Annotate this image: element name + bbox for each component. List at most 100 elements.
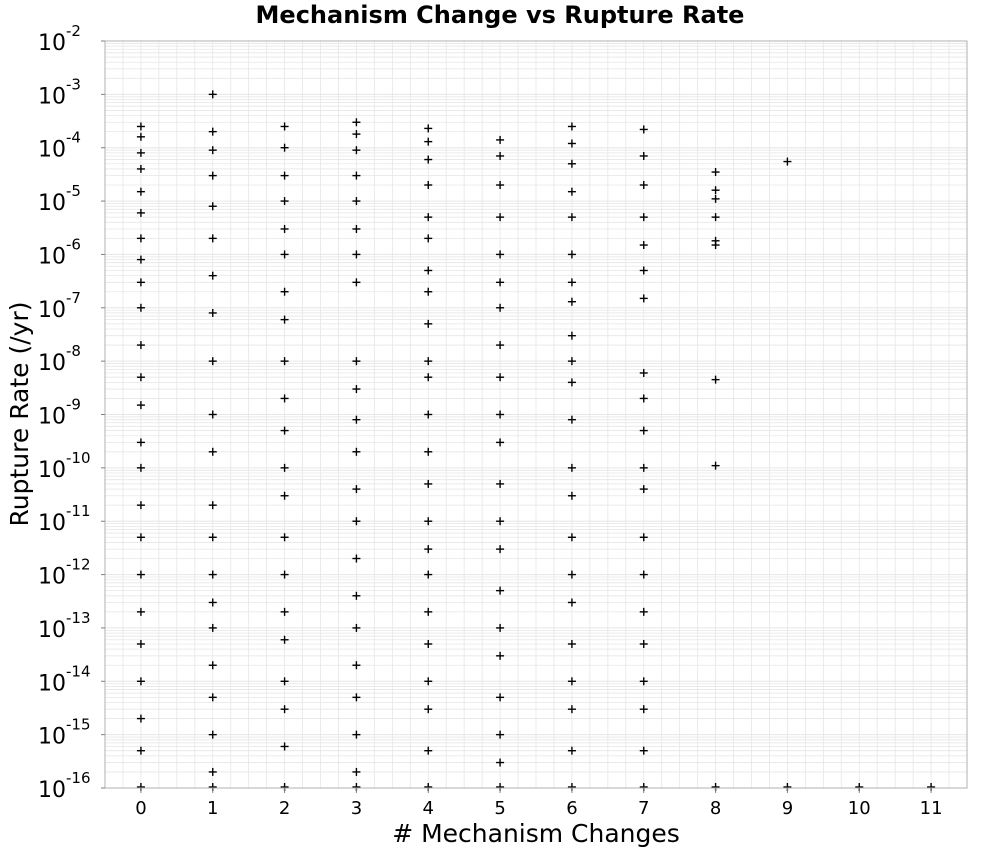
scatter-points xyxy=(136,90,936,791)
data-point xyxy=(136,746,145,755)
data-point xyxy=(352,415,361,424)
data-point xyxy=(567,250,576,259)
data-point xyxy=(136,132,145,141)
data-point xyxy=(639,485,648,494)
data-point xyxy=(424,181,433,190)
data-point xyxy=(639,607,648,616)
data-point xyxy=(208,357,217,366)
data-point xyxy=(711,461,720,470)
data-point xyxy=(352,591,361,600)
data-point xyxy=(424,357,433,366)
y-axis-ticks: 10-16 10-15 10-14 10-13 10-12 10-11 10-10 10-9 1… xyxy=(38,22,105,803)
data-point xyxy=(208,693,217,702)
data-point xyxy=(639,705,648,714)
data-point xyxy=(136,463,145,472)
data-point xyxy=(567,378,576,387)
x-tick-label: 2 xyxy=(279,798,290,819)
data-point xyxy=(567,705,576,714)
data-point xyxy=(136,341,145,350)
data-point xyxy=(208,501,217,510)
data-point xyxy=(136,255,145,264)
x-tick-label: 0 xyxy=(135,798,146,819)
data-point xyxy=(567,639,576,648)
data-point xyxy=(496,517,505,526)
data-point xyxy=(352,197,361,206)
data-point xyxy=(280,357,289,366)
x-tick-label: 8 xyxy=(710,798,721,819)
y-tick-label: 10-14 xyxy=(38,662,91,696)
data-point xyxy=(496,758,505,767)
data-point xyxy=(496,278,505,287)
data-point xyxy=(208,146,217,155)
x-tick-label: 7 xyxy=(638,798,649,819)
data-point xyxy=(280,122,289,131)
data-point xyxy=(280,705,289,714)
data-point xyxy=(424,155,433,164)
data-point xyxy=(567,187,576,196)
data-point xyxy=(136,278,145,287)
data-point xyxy=(711,375,720,384)
data-point xyxy=(496,151,505,160)
data-point xyxy=(352,730,361,739)
data-point xyxy=(567,570,576,579)
data-point xyxy=(280,570,289,579)
data-point xyxy=(496,438,505,447)
data-point xyxy=(424,319,433,328)
x-axis-ticks: 0 1 2 3 4 5 6 7 8 9 10 11 xyxy=(135,788,943,819)
data-point xyxy=(496,651,505,660)
x-tick-label: 4 xyxy=(423,798,434,819)
data-point xyxy=(711,186,720,195)
data-point xyxy=(352,278,361,287)
data-point xyxy=(639,570,648,579)
data-point xyxy=(639,125,648,134)
data-point xyxy=(208,308,217,317)
data-point xyxy=(136,373,145,382)
y-axis-title: Rupture Rate (/yr) xyxy=(5,302,34,527)
data-point xyxy=(280,224,289,233)
data-point xyxy=(639,639,648,648)
y-tick-label: 10-11 xyxy=(38,502,91,536)
data-point xyxy=(567,331,576,340)
data-point xyxy=(424,639,433,648)
data-point xyxy=(567,297,576,306)
data-point xyxy=(208,730,217,739)
data-point xyxy=(280,533,289,542)
data-point xyxy=(208,90,217,99)
data-point xyxy=(424,234,433,243)
data-point xyxy=(352,693,361,702)
data-point xyxy=(639,677,648,686)
data-point xyxy=(496,341,505,350)
data-point xyxy=(496,693,505,702)
data-point xyxy=(352,118,361,127)
x-tick-label: 10 xyxy=(848,798,871,819)
data-point xyxy=(280,742,289,751)
data-point xyxy=(208,410,217,419)
data-point xyxy=(424,479,433,488)
data-point xyxy=(208,533,217,542)
data-point xyxy=(208,623,217,632)
chart-title: Mechanism Change vs Rupture Rate xyxy=(255,1,745,29)
data-point xyxy=(496,135,505,144)
y-tick-label: 10-16 xyxy=(38,769,91,803)
data-point xyxy=(280,315,289,324)
data-point xyxy=(567,122,576,131)
x-tick-label: 11 xyxy=(920,798,943,819)
data-point xyxy=(567,278,576,287)
y-tick-label: 10-2 xyxy=(38,22,81,56)
data-point xyxy=(352,171,361,180)
data-point xyxy=(280,171,289,180)
x-tick-label: 5 xyxy=(494,798,505,819)
data-point xyxy=(352,517,361,526)
data-point xyxy=(711,168,720,177)
data-point xyxy=(496,373,505,382)
y-tick-label: 10-9 xyxy=(38,396,81,430)
data-point xyxy=(208,271,217,280)
x-tick-label: 3 xyxy=(351,798,362,819)
data-point xyxy=(136,122,145,131)
data-point xyxy=(639,266,648,275)
data-point xyxy=(424,213,433,222)
data-point xyxy=(136,570,145,579)
data-point xyxy=(639,426,648,435)
x-tick-label: 9 xyxy=(782,798,793,819)
